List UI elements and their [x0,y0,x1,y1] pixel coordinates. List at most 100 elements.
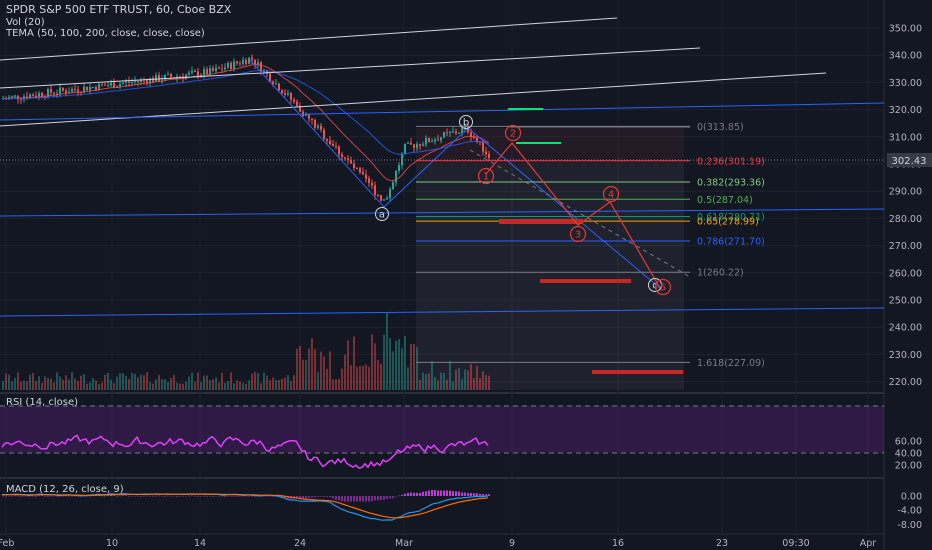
candle-body [446,132,448,134]
macd-hist-bar [212,495,214,497]
candle-body [83,86,85,93]
fib-level-label: 0(313.85) [697,122,744,133]
candle-body [440,137,442,141]
price-tick-label: 330.00 [889,78,922,89]
macd-title[interactable]: MACD (12, 26, close, 9) [6,484,124,495]
time-axis[interactable]: Feb 10 14 24 Mar 9 16 23 09:30 Apr [0,538,876,549]
candle-body [380,195,382,201]
volume-bar [158,375,160,390]
volume-bar [239,381,241,390]
candle-body [164,74,166,80]
volume-bar [308,348,310,390]
volume-bar [275,379,277,390]
macd-hist-bar [233,495,235,497]
volume-bar [446,379,448,390]
tema-indicator-label[interactable]: TEMA (50, 100, 200, close, close, close) [5,28,205,39]
volume-bar [365,364,367,390]
candle-body [464,126,466,129]
macd-hist-bar [137,496,139,497]
macd-hist-bar [17,495,19,497]
macd-hist-bar [5,496,7,497]
macd-hist-bar [458,491,460,496]
volume-bar [59,376,61,390]
candle-body [62,87,64,91]
candle-body [17,95,19,100]
macd-hist-bar [323,496,325,497]
macd-hist-bar [383,496,385,500]
price-tick-label: 230.00 [889,350,922,361]
macd-hist-bar [122,495,124,496]
volume-bar [122,373,124,390]
volume-bar [305,360,307,390]
volume-bar [440,372,442,390]
volume-bar [38,376,40,390]
macd-hist-bar [335,496,337,500]
volume-bar [413,343,415,390]
candle-body [383,199,385,201]
volume-bar [395,340,397,390]
volume-bar [104,374,106,390]
volume-bar [209,379,211,390]
price-axis[interactable]: 350.00340.00330.00320.00310.00300.00290.… [889,24,922,389]
candle-body [173,77,175,79]
macd-hist-bar [89,495,91,497]
volume-bar [341,368,343,390]
candle-body [488,154,490,158]
macd-hist-bar [392,496,394,499]
candle-body [470,132,472,137]
tema-50-line [3,63,490,182]
volume-bar [392,351,394,390]
macd-hist-bar [38,495,40,497]
macd-hist-bar [26,496,28,497]
macd-hist-bar [41,495,43,496]
fib-level-label: 0.236(301.19) [697,156,765,167]
volume-bar [263,372,265,390]
volume-bar [401,348,403,390]
volume-bar [269,380,271,390]
volume-bar [137,377,139,390]
macd-hist-bar [449,490,451,496]
candle-body [206,69,208,75]
wave-circle-abc [375,207,389,221]
volume-bar [233,383,235,390]
volume-bar [353,336,355,390]
candle-body [134,81,136,83]
volume-bar [167,382,169,390]
wave-label-impulse: 3 [575,230,581,241]
candle-body [59,87,61,94]
current-price-value: 302.43 [892,156,927,167]
volume-bar [317,372,319,390]
fib-level-label: 0.786(271.70) [697,236,765,247]
volume-bar [287,375,289,390]
blue-trendline-mid [0,208,885,217]
volume-bar [449,360,451,390]
candle-body [185,74,187,79]
candle-body [371,182,373,186]
macd-hist-bar [83,496,85,497]
candle-body [482,141,484,152]
volume-bar [383,334,385,390]
volume-indicator-label[interactable]: Vol (20) [6,17,45,28]
volume-bar [428,373,430,390]
macd-hist-bar [203,495,205,497]
volume-bar [485,375,487,390]
candle-body [320,125,322,130]
candle-body [41,93,43,97]
macd-hist-bar [356,496,358,502]
wave-label-abc: a [379,210,385,221]
candle-body [14,95,16,97]
volume-bar [422,372,424,390]
blue-trendline-upper [0,102,885,121]
volume-bar [248,380,250,390]
rsi-title[interactable]: RSI (14, close) [6,397,78,408]
macd-hist-bar [413,492,415,496]
volume-bar [53,382,55,390]
candle-body [29,94,31,99]
macd-hist-bar [167,495,169,497]
macd-hist-bar [44,495,46,497]
volume-bar [83,374,85,390]
candle-body [92,86,94,88]
macd-hist-bar [143,495,145,497]
